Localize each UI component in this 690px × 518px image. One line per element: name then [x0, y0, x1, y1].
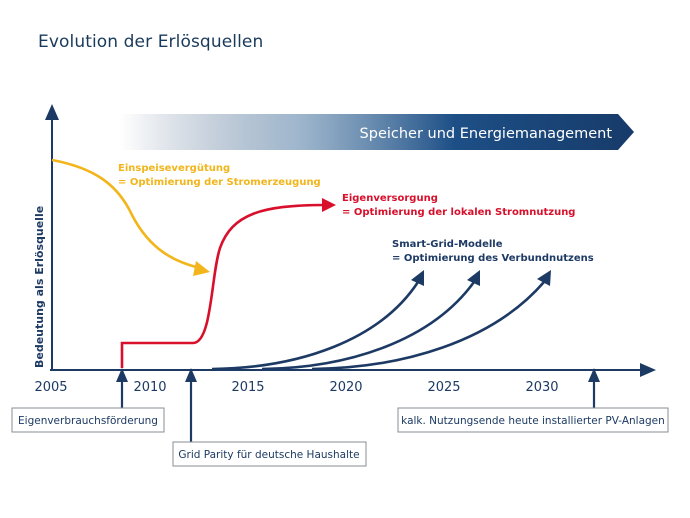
y-axis-arrowhead	[45, 104, 59, 120]
milestone-1-box	[11, 407, 165, 433]
feed-in-subtitle: = Optimierung der Stromerzeugung	[118, 177, 321, 188]
page-title: Evolution der Erlösquellen	[38, 32, 264, 52]
smart-grid-subtitle: = Optimierung des Verbundnutzens	[392, 253, 594, 264]
self-consumption-curve	[120, 203, 326, 368]
tick-label-2025: 2025	[427, 380, 460, 395]
smart-grid-curve-1	[211, 281, 420, 371]
milestone-arrows	[116, 368, 600, 442]
banner-label: Speicher und Energiemanagement	[360, 126, 613, 142]
tick-label-2005: 2005	[34, 380, 67, 395]
milestone-1-label: Eigenverbrauchsförderung	[18, 415, 158, 427]
smart-grid-curve-3	[311, 281, 545, 371]
tick-label-2030: 2030	[525, 380, 558, 395]
y-axis-label: Bedeutung als Erlösquelle	[33, 206, 46, 368]
smart-grid-arrowhead-1	[411, 270, 424, 286]
smart-grid-title: Smart-Grid-Modelle	[392, 239, 503, 250]
milestone-2-label: Grid Parity für deutsche Haushalte	[178, 449, 359, 461]
tick-label-2015: 2015	[231, 380, 264, 395]
banner-arrow	[120, 114, 634, 150]
smart-grid-arrowhead-3	[537, 270, 551, 286]
milestone-2-box	[172, 441, 367, 467]
smart-grid-arrowheads	[411, 270, 551, 286]
self-consumption-title: Eigenversorgung	[342, 193, 438, 204]
tick-label-2020: 2020	[329, 380, 362, 395]
feed-in-title: Einspeisevergütung	[118, 163, 230, 174]
smart-grid-curve-2	[261, 281, 476, 371]
tick-label-2010: 2010	[133, 380, 166, 395]
milestone-3-label: kalk. Nutzungsende heute installierter P…	[401, 415, 665, 427]
milestone-3-arrowhead	[588, 368, 600, 382]
smart-grid-curves	[211, 281, 545, 371]
feed-in-arrowhead	[193, 261, 210, 276]
smart-grid-arrowhead-2	[467, 270, 480, 286]
milestone-1-arrowhead	[116, 368, 128, 382]
self-consumption-subtitle: = Optimierung der lokalen Stromnutzung	[342, 207, 575, 218]
milestone-2-arrowhead	[185, 368, 197, 382]
x-axis-arrowhead	[640, 363, 656, 377]
self-consumption-arrowhead	[322, 198, 336, 212]
milestone-3-box	[397, 407, 669, 433]
x-tick-labels: 2005 2010 2015 2020 2025 2030	[34, 380, 558, 395]
feed-in-curve	[51, 158, 201, 270]
